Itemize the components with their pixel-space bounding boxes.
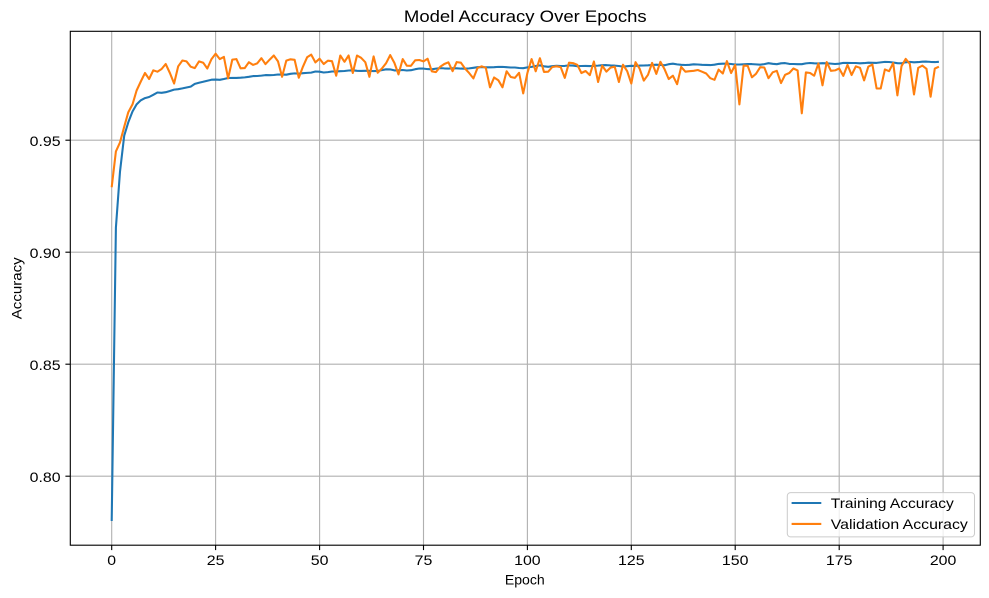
svg-text:125: 125	[618, 552, 645, 568]
svg-text:Epoch: Epoch	[505, 572, 545, 588]
svg-text:Validation Accuracy: Validation Accuracy	[831, 516, 968, 532]
svg-text:50: 50	[311, 552, 329, 568]
svg-text:75: 75	[415, 552, 433, 568]
svg-text:0.80: 0.80	[30, 469, 61, 485]
svg-text:200: 200	[930, 552, 957, 568]
svg-text:0.90: 0.90	[30, 245, 61, 261]
svg-text:0.85: 0.85	[30, 357, 61, 373]
svg-text:Model Accuracy Over Epochs: Model Accuracy Over Epochs	[404, 7, 647, 26]
svg-text:Accuracy: Accuracy	[9, 257, 25, 319]
svg-text:100: 100	[514, 552, 541, 568]
svg-text:150: 150	[722, 552, 749, 568]
svg-text:0.95: 0.95	[30, 133, 61, 149]
svg-text:175: 175	[826, 552, 853, 568]
svg-text:Training Accuracy: Training Accuracy	[831, 495, 954, 511]
svg-text:0: 0	[107, 552, 116, 568]
svg-text:25: 25	[207, 552, 225, 568]
